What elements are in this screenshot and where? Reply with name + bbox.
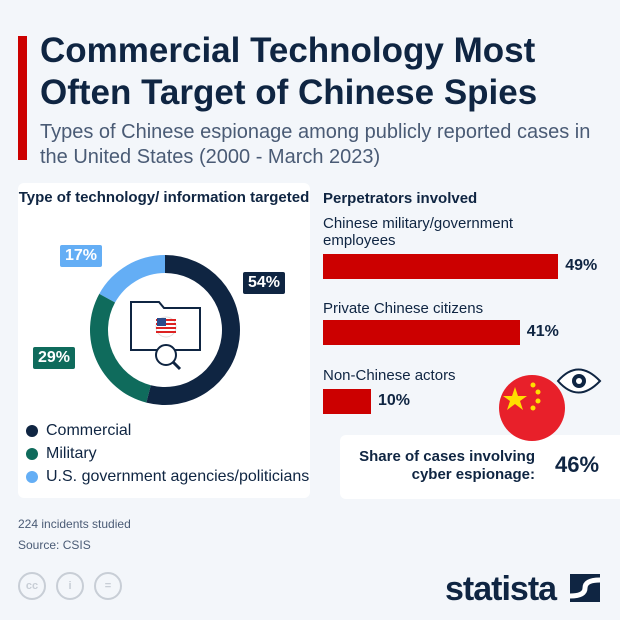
china-flag-icon [499,375,565,441]
legend-label: Military [46,445,97,462]
bar-label-0: Chinese military/government employees [323,215,514,249]
folder-search-icon [130,301,201,371]
share-card [340,435,620,499]
bar-non-chinese [323,389,371,414]
bar-military-gov [323,254,559,279]
us-flag-icon [155,316,177,338]
label-military: 29% [33,347,76,369]
eye-icon [556,368,602,394]
legend-commercial: Commercial [26,422,131,440]
share-label: Share of cases involving cyber espionage… [359,448,535,483]
statista-logo[interactable]: statista [445,570,557,609]
page-subtitle: Types of Chinese espionage among publicl… [40,121,591,168]
legend-label: Commercial [46,422,132,439]
donut-title: Type of technology/ information targeted [18,189,310,206]
bar-value-1: 41% [526,323,559,340]
cc-icon[interactable]: cc [18,572,46,600]
bar-label-1: Private Chinese citizens [323,300,484,317]
legend-dot [26,425,38,437]
slice-commercial [146,255,241,405]
slice-military [89,293,151,403]
equals-icon[interactable]: = [94,572,122,600]
legend-government: U.S. government agencies/politicians [26,468,309,486]
legend-dot [26,471,38,483]
legend-dot [26,448,38,460]
title-accent-bar [18,36,27,160]
bar-value-2: 10% [378,392,411,409]
legend-military: Military [26,445,97,463]
logo-text: statista [445,570,557,608]
label-government: 17% [60,245,103,267]
donut-card [18,183,310,498]
label-commercial: 54% [243,272,286,294]
page-title: Commercial Technology Most Often Target … [40,31,538,112]
footer-source: Source: CSIS [18,538,91,552]
footer-note: 224 incidents studied [18,517,131,531]
bar-private-citizens [323,320,520,345]
statista-logo-icon [570,574,600,602]
bar-label-2: Non-Chinese actors [323,367,456,384]
person-icon[interactable]: i [56,572,84,600]
bar-value-0: 49% [565,257,598,274]
legend-label: U.S. government agencies/politicians [46,468,310,485]
share-value: 46% [555,452,600,477]
china-flag-eye-illustration [499,368,602,441]
slice-government [99,255,165,303]
perpetrators-title: Perpetrators involved [323,190,478,207]
